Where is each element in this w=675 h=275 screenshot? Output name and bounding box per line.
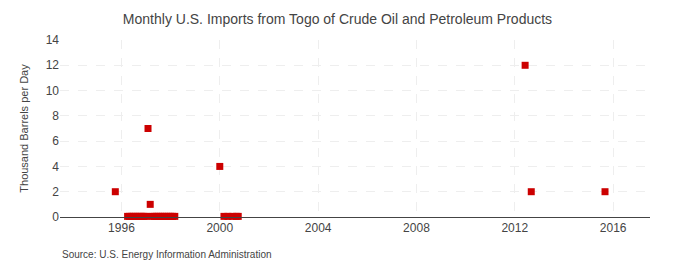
svg-text:Source: U.S. Energy Informatio: Source: U.S. Energy Information Administ… [62,249,272,260]
svg-text:Monthly U.S. Imports from Togo: Monthly U.S. Imports from Togo of Crude … [123,11,552,27]
svg-text:10: 10 [46,84,60,98]
svg-text:Thousand Barrels per Day: Thousand Barrels per Day [18,64,30,193]
svg-text:2004: 2004 [305,221,332,235]
svg-text:2008: 2008 [403,221,430,235]
svg-text:14: 14 [46,33,60,47]
svg-text:2: 2 [52,185,59,199]
svg-text:12: 12 [46,58,60,72]
svg-text:2000: 2000 [206,221,233,235]
svg-text:8: 8 [52,109,59,123]
svg-text:0: 0 [52,210,59,224]
svg-text:1996: 1996 [108,221,135,235]
svg-text:4: 4 [52,160,59,174]
svg-text:2016: 2016 [600,221,627,235]
svg-text:2012: 2012 [501,221,528,235]
svg-text:6: 6 [52,134,59,148]
